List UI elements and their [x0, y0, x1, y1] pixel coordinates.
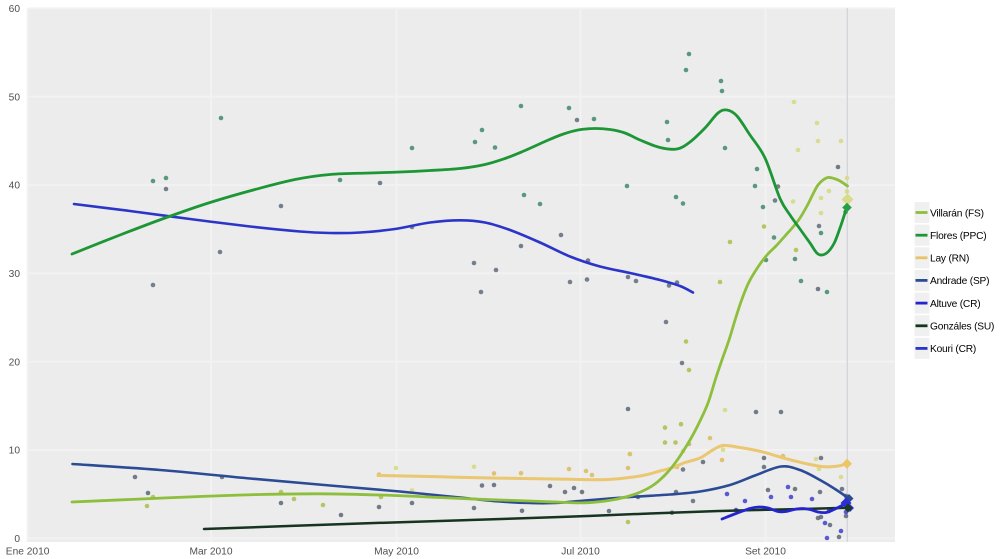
svg-text:40: 40 — [9, 181, 21, 192]
svg-text:Kouri (CR): Kouri (CR) — [930, 344, 976, 355]
svg-text:10: 10 — [9, 446, 21, 457]
svg-text:Mar 2010: Mar 2010 — [189, 547, 232, 558]
svg-text:Gonzáles (SU): Gonzáles (SU) — [930, 322, 994, 333]
svg-text:Ene 2010: Ene 2010 — [6, 547, 50, 558]
svg-text:Altuve (CR): Altuve (CR) — [930, 299, 980, 310]
svg-text:Lay (RN): Lay (RN) — [930, 254, 969, 265]
svg-text:Set 2010: Set 2010 — [745, 547, 786, 558]
svg-text:Flores (PPC): Flores (PPC) — [930, 231, 986, 242]
svg-text:Andrade (SP): Andrade (SP) — [930, 276, 989, 287]
svg-text:30: 30 — [9, 269, 21, 280]
svg-text:0: 0 — [14, 534, 20, 545]
svg-text:20: 20 — [9, 357, 21, 368]
svg-text:50: 50 — [9, 92, 21, 103]
svg-text:60: 60 — [9, 4, 21, 15]
svg-text:Villarán (FS): Villarán (FS) — [930, 208, 984, 219]
svg-text:Jul 2010: Jul 2010 — [561, 547, 600, 558]
svg-text:May 2010: May 2010 — [374, 547, 419, 558]
